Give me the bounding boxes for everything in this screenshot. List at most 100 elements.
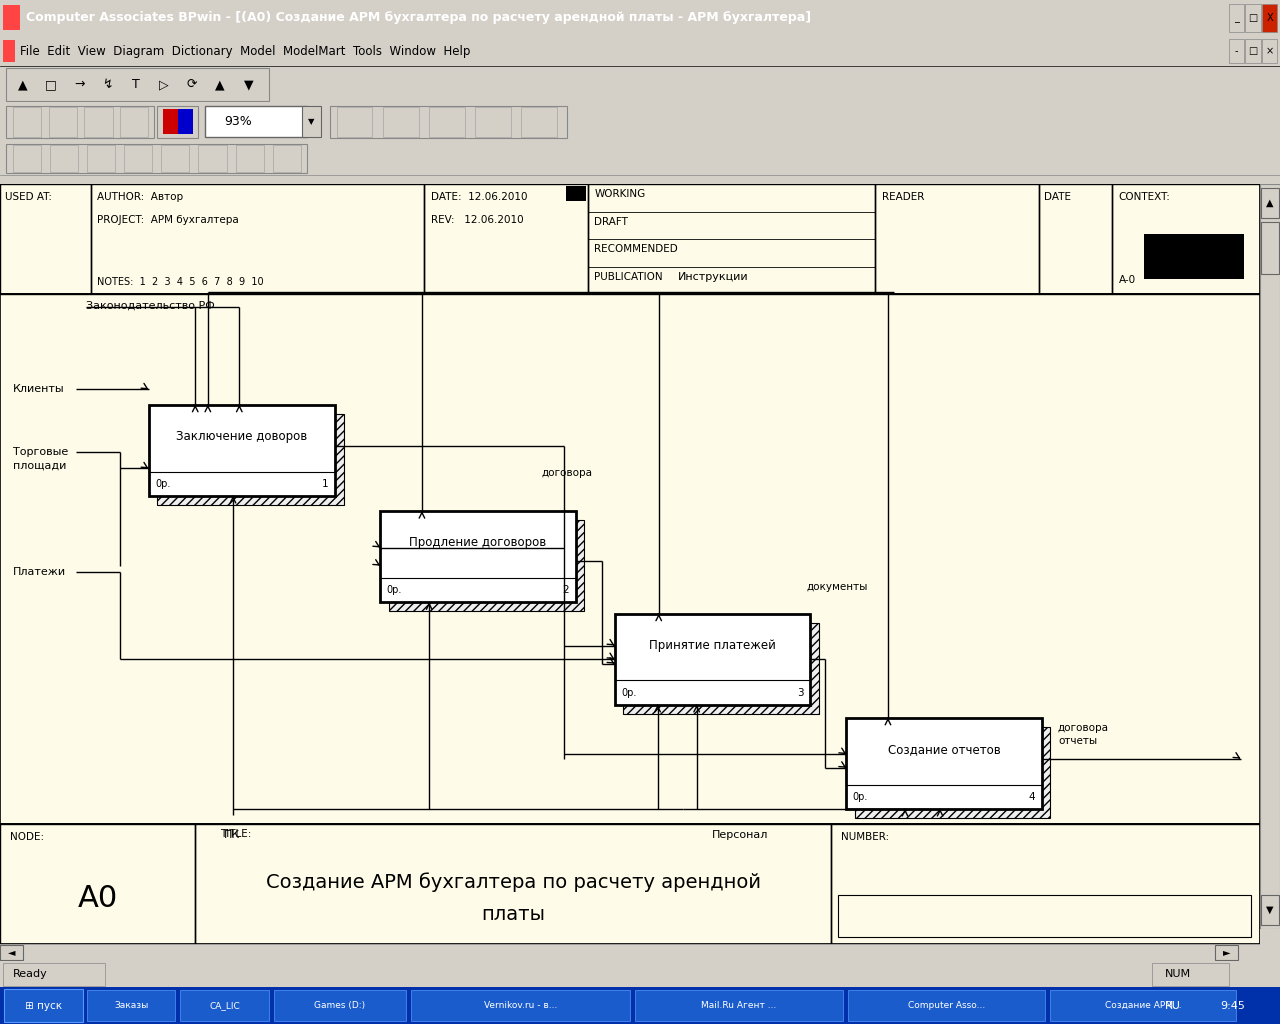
Bar bbox=[1245, 4, 1261, 33]
Text: DATE:  12.06.2010: DATE: 12.06.2010 bbox=[431, 191, 527, 202]
Text: ▷: ▷ bbox=[159, 78, 169, 91]
Text: PUBLICATION: PUBLICATION bbox=[594, 271, 663, 282]
Text: ▲: ▲ bbox=[215, 78, 225, 91]
Text: 4: 4 bbox=[1029, 792, 1036, 802]
Bar bbox=[1229, 39, 1244, 63]
Text: ▼: ▼ bbox=[307, 118, 315, 126]
Text: Заключение доворов: Заключение доворов bbox=[177, 430, 307, 443]
Text: 0р.: 0р. bbox=[155, 478, 170, 488]
Bar bbox=[161, 145, 189, 172]
Bar bbox=[521, 108, 557, 136]
Bar bbox=[846, 718, 1042, 809]
Text: A0: A0 bbox=[78, 884, 118, 913]
Text: NUM: NUM bbox=[1165, 970, 1190, 980]
Text: REV:   12.06.2010: REV: 12.06.2010 bbox=[431, 215, 524, 224]
Bar bbox=[0, 824, 1260, 944]
Bar bbox=[87, 145, 115, 172]
Text: -: - bbox=[1235, 46, 1238, 56]
Bar bbox=[157, 105, 198, 138]
Bar bbox=[0, 987, 1280, 1024]
Bar bbox=[87, 990, 175, 1022]
Bar bbox=[623, 623, 819, 714]
Bar bbox=[1112, 184, 1260, 295]
Bar bbox=[855, 727, 1051, 818]
Text: T: T bbox=[132, 78, 140, 91]
Bar bbox=[273, 145, 301, 172]
Bar bbox=[429, 108, 465, 136]
Bar bbox=[236, 145, 264, 172]
Text: NOTES:  1  2  3  4  5  6  7  8  9  10: NOTES: 1 2 3 4 5 6 7 8 9 10 bbox=[97, 276, 264, 287]
Text: ►: ► bbox=[1222, 947, 1230, 957]
Bar bbox=[837, 895, 1251, 937]
Text: Персонал: Персонал bbox=[712, 830, 768, 841]
Text: TITLE:: TITLE: bbox=[220, 828, 252, 839]
Text: RU: RU bbox=[1165, 1000, 1180, 1011]
Bar bbox=[157, 414, 344, 505]
Text: договора: договора bbox=[541, 468, 593, 478]
Text: Принятие платежей: Принятие платежей bbox=[649, 639, 776, 652]
Bar bbox=[849, 990, 1046, 1022]
Bar bbox=[6, 69, 269, 100]
Bar bbox=[411, 990, 630, 1022]
Text: Mail.Ru Агент ...: Mail.Ru Агент ... bbox=[701, 1001, 777, 1010]
Text: Ready: Ready bbox=[13, 970, 47, 980]
Text: □: □ bbox=[1248, 46, 1258, 56]
Text: Законодательство РФ: Законодательство РФ bbox=[86, 301, 214, 311]
Bar bbox=[198, 145, 227, 172]
Text: CONTEXT:: CONTEXT: bbox=[1119, 191, 1170, 202]
Bar bbox=[163, 110, 178, 134]
Text: Создание АРМ...: Создание АРМ... bbox=[1105, 1001, 1181, 1010]
Text: Продление договоров: Продление договоров bbox=[410, 537, 547, 550]
Bar bbox=[50, 145, 78, 172]
Text: 2: 2 bbox=[563, 585, 570, 595]
Text: DRAFT: DRAFT bbox=[594, 216, 628, 226]
Bar bbox=[1143, 233, 1244, 280]
Bar bbox=[389, 520, 585, 611]
Text: Заказы: Заказы bbox=[114, 1001, 148, 1010]
Bar bbox=[205, 106, 307, 137]
Text: NUMBER:: NUMBER: bbox=[841, 831, 890, 842]
Text: 1: 1 bbox=[323, 478, 329, 488]
Text: договора: договора bbox=[1059, 723, 1108, 732]
Bar bbox=[0, 295, 1260, 824]
Bar bbox=[13, 145, 41, 172]
Text: USED AT:: USED AT: bbox=[5, 191, 52, 202]
Bar bbox=[178, 110, 193, 134]
Text: Торговые: Торговые bbox=[13, 446, 68, 457]
Bar bbox=[0, 945, 23, 959]
Bar bbox=[302, 106, 321, 137]
Text: отчеты: отчеты bbox=[1059, 736, 1097, 746]
Bar bbox=[49, 108, 77, 136]
Bar bbox=[1152, 963, 1229, 986]
Bar bbox=[3, 963, 105, 986]
Bar bbox=[6, 105, 154, 138]
Bar bbox=[1262, 39, 1277, 63]
Bar bbox=[1051, 990, 1236, 1022]
Text: 0р.: 0р. bbox=[621, 688, 636, 697]
Text: ▲: ▲ bbox=[1266, 198, 1274, 208]
Bar bbox=[831, 824, 1260, 944]
Text: Инструкции: Инструкции bbox=[677, 272, 749, 282]
Text: Создание отчетов: Создание отчетов bbox=[887, 743, 1001, 756]
Text: платы: платы bbox=[481, 904, 545, 924]
Bar bbox=[3, 40, 15, 61]
Bar bbox=[196, 824, 831, 944]
Bar bbox=[13, 108, 41, 136]
Bar bbox=[330, 105, 567, 138]
Bar bbox=[475, 108, 511, 136]
Bar bbox=[614, 613, 810, 705]
Text: _: _ bbox=[1234, 13, 1239, 23]
Bar bbox=[6, 144, 307, 173]
Bar bbox=[1229, 4, 1244, 33]
Text: AUTHOR:  Автор: AUTHOR: Автор bbox=[97, 191, 183, 202]
Text: ↯: ↯ bbox=[102, 78, 113, 91]
Text: 0р.: 0р. bbox=[387, 585, 402, 595]
Text: □: □ bbox=[45, 78, 58, 91]
Bar bbox=[4, 989, 83, 1022]
Bar bbox=[425, 184, 589, 295]
Text: ⟳: ⟳ bbox=[187, 78, 197, 91]
Bar bbox=[1261, 895, 1279, 925]
Bar bbox=[3, 5, 20, 31]
Bar bbox=[383, 108, 419, 136]
Bar bbox=[0, 824, 196, 944]
